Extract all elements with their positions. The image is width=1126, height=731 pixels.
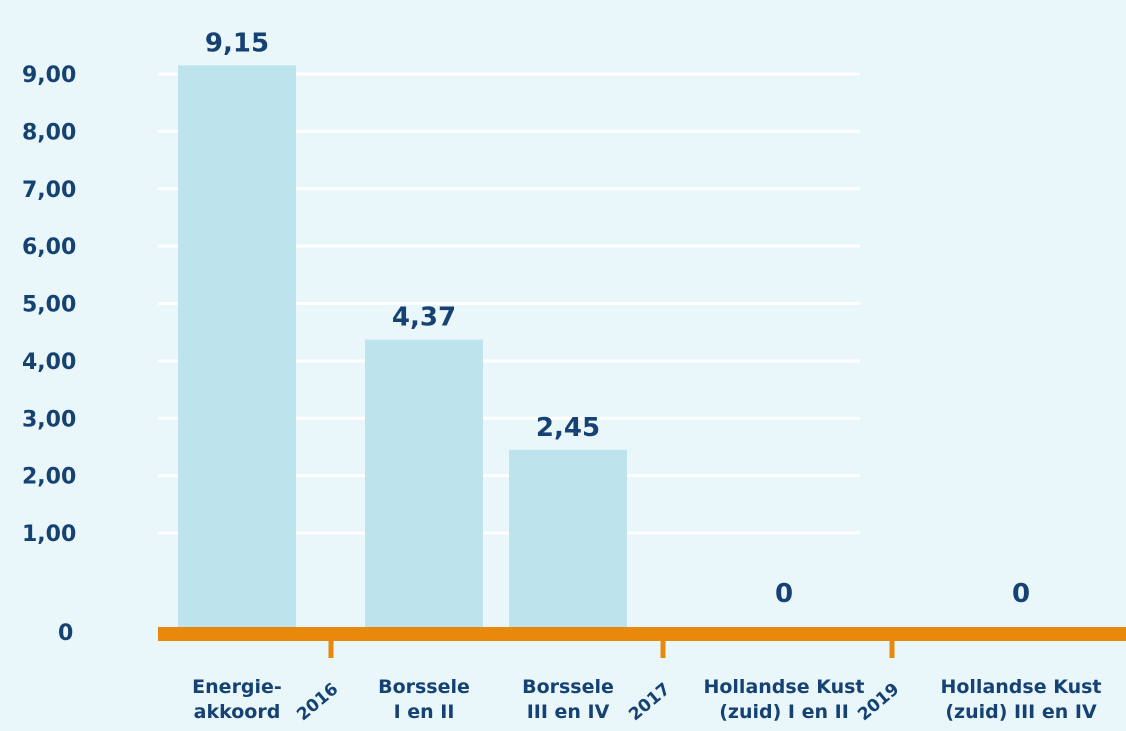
data-label: 0 — [1012, 579, 1030, 609]
data-label: 4,37 — [392, 303, 456, 333]
category-label: (zuid) III en IV — [945, 701, 1097, 723]
category-label: Borssele — [378, 676, 470, 698]
data-label: 9,15 — [205, 28, 269, 58]
bar — [365, 339, 483, 627]
category-label: I en II — [394, 701, 455, 723]
category-label: Hollandse Kust — [940, 676, 1101, 698]
year-tick — [660, 641, 666, 658]
category-label: Borssele — [522, 676, 614, 698]
category-label: (zuid) I en II — [719, 701, 849, 723]
y-tick-label: 5,00 — [22, 293, 76, 318]
data-label: 0 — [775, 579, 793, 609]
data-label: 2,45 — [536, 413, 600, 443]
x-axis-line — [158, 627, 1126, 641]
year-tick — [889, 641, 895, 658]
category-label: Hollandse Kust — [703, 676, 864, 698]
y-tick-label-zero: 0 — [58, 621, 73, 646]
year-tick — [328, 641, 334, 658]
category-label: III en IV — [527, 701, 610, 723]
y-tick-label: 9,00 — [22, 63, 76, 88]
y-tick-label: 2,00 — [22, 465, 76, 490]
bar — [509, 449, 627, 627]
y-tick-label: 4,00 — [22, 350, 76, 375]
y-tick-label: 3,00 — [22, 407, 76, 432]
bar — [178, 65, 296, 628]
y-tick-label: 1,00 — [22, 522, 76, 547]
category-label: akkoord — [194, 701, 281, 723]
y-tick-label: 6,00 — [22, 235, 76, 260]
y-tick-label: 7,00 — [22, 178, 76, 203]
category-label: Energie- — [192, 676, 282, 698]
y-tick-label: 8,00 — [22, 120, 76, 145]
